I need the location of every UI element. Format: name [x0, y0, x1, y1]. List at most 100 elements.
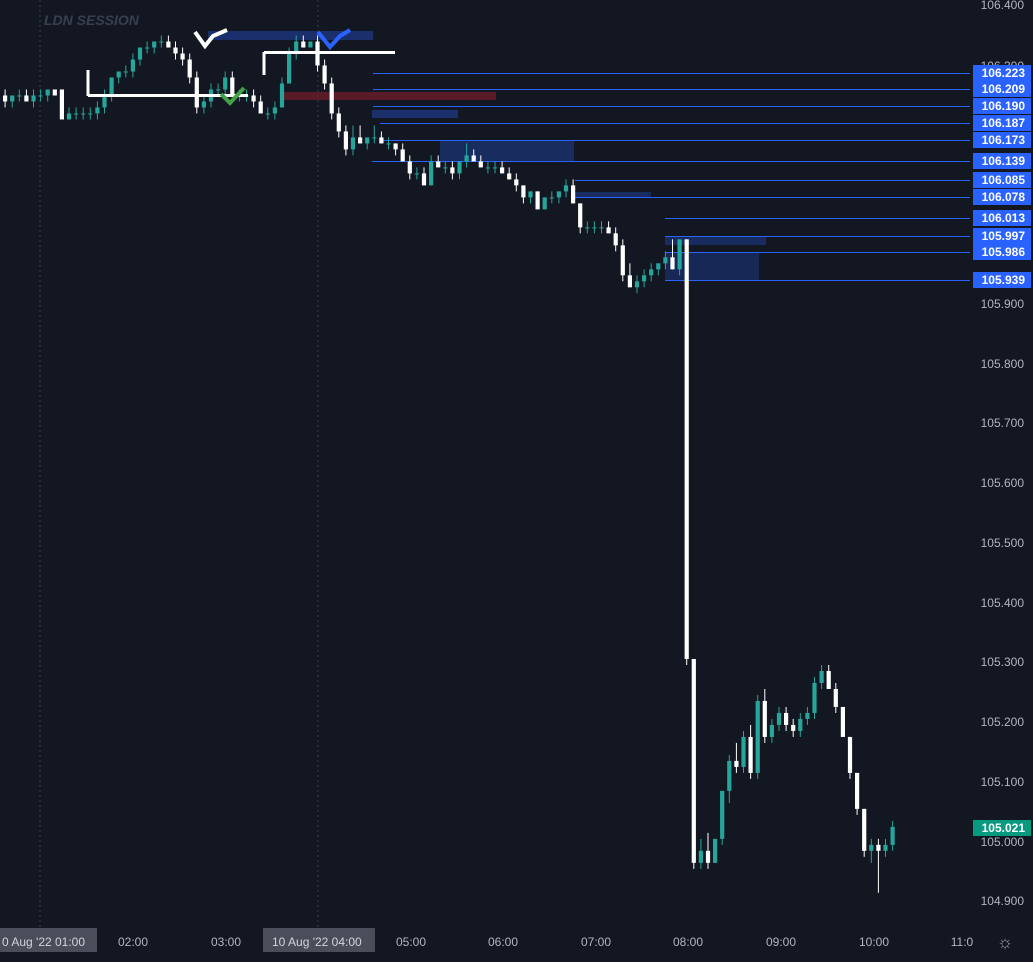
x-tick-label: 07:00 [581, 935, 611, 949]
candle-body [329, 83, 334, 114]
price-tag [973, 189, 1031, 205]
candle-body [102, 95, 107, 108]
candle-body [88, 113, 93, 115]
price-tag-label: 106.085 [982, 173, 1026, 187]
candle-body [372, 137, 377, 139]
candle-body [201, 101, 206, 108]
candle-body [294, 41, 299, 54]
x-tick-label: 02:00 [118, 935, 148, 949]
candle-body [656, 263, 661, 270]
candle-body [414, 173, 419, 175]
candle-body [727, 760, 732, 791]
candle-body [187, 59, 192, 78]
zone-box [440, 140, 574, 162]
candle-body [627, 275, 632, 288]
candle-body [130, 59, 135, 72]
candle-body [421, 173, 427, 186]
candle-body [159, 41, 164, 43]
x-tag-mid [263, 928, 375, 952]
candle-body [748, 736, 753, 773]
price-tag-label: 105.997 [982, 229, 1026, 243]
candle-body [74, 113, 79, 115]
candle-body [407, 161, 412, 174]
candle-body [152, 41, 157, 48]
candle-body [322, 65, 327, 84]
zone-box [372, 110, 458, 118]
y-tick-label: 105.000 [981, 835, 1025, 849]
candle-body [31, 95, 36, 102]
candle-body [265, 113, 270, 115]
candle-body [705, 850, 711, 863]
candle-body [755, 700, 760, 773]
candle-body [429, 161, 434, 186]
candle-body [620, 245, 625, 276]
price-tag [973, 244, 1031, 260]
x-tick-label: 10:00 [859, 935, 889, 949]
candle-body [542, 197, 547, 210]
current-price-label: 105.021 [982, 821, 1026, 835]
candle-body [642, 275, 647, 282]
candle-body [485, 167, 490, 169]
zone-box [208, 31, 373, 40]
candle-body [379, 137, 384, 144]
candle-body [109, 77, 114, 96]
candle-body [251, 95, 256, 102]
candle-body [713, 838, 718, 863]
candle-body [471, 155, 476, 162]
current-price-tag [973, 820, 1031, 836]
candle-body [578, 203, 583, 228]
candle-body [400, 149, 405, 162]
price-tag-label: 106.173 [982, 133, 1026, 147]
candle-body [649, 269, 654, 276]
y-tick-label: 105.800 [981, 357, 1025, 371]
candle-body [393, 143, 398, 150]
candle-body [81, 113, 86, 115]
candle-body [556, 191, 561, 198]
candle-body [443, 167, 448, 169]
candle-body [670, 257, 675, 270]
candle-body [343, 131, 348, 150]
candle-body [613, 233, 618, 246]
candle-body [819, 670, 824, 683]
x-axis-band [0, 928, 970, 957]
blue-check-marker [316, 28, 352, 51]
candle-body [24, 95, 29, 102]
candle-body [606, 227, 611, 234]
session-label: LDN SESSION [44, 12, 139, 28]
candle-body [301, 41, 306, 48]
candle-body [890, 826, 895, 845]
candle-body [308, 41, 313, 48]
candle-body [826, 670, 831, 689]
candle-body [805, 712, 810, 719]
candle-body [833, 688, 838, 707]
candle-body [350, 137, 356, 150]
candle-body [592, 227, 597, 229]
candle-body [663, 257, 668, 264]
candle-body [336, 113, 341, 132]
sun-gear-icon[interactable]: ☼ [996, 932, 1014, 952]
candle-body [571, 185, 576, 204]
price-tag-label: 106.190 [982, 99, 1026, 113]
green-check-marker [219, 86, 246, 106]
x-tag-left-label: 0 Aug '22 01:00 [2, 935, 85, 949]
price-tag-label: 105.986 [982, 245, 1026, 259]
price-tag [973, 132, 1031, 148]
candle-body [500, 167, 505, 174]
candle-body [507, 173, 512, 180]
price-tag-label: 106.013 [982, 211, 1026, 225]
candle-body [38, 95, 43, 97]
candle-body [450, 167, 455, 174]
x-tag-mid-label: 10 Aug '22 04:00 [272, 935, 362, 949]
candle-body [634, 281, 640, 288]
price-tag [973, 81, 1031, 97]
candle-body [95, 107, 100, 114]
candle-body [230, 77, 235, 96]
candle-body [883, 844, 888, 851]
y-tick-label: 105.300 [981, 655, 1025, 669]
candle-body [223, 77, 228, 90]
candle-body [862, 808, 867, 851]
candle-body [521, 185, 526, 198]
candle-body [734, 760, 739, 767]
